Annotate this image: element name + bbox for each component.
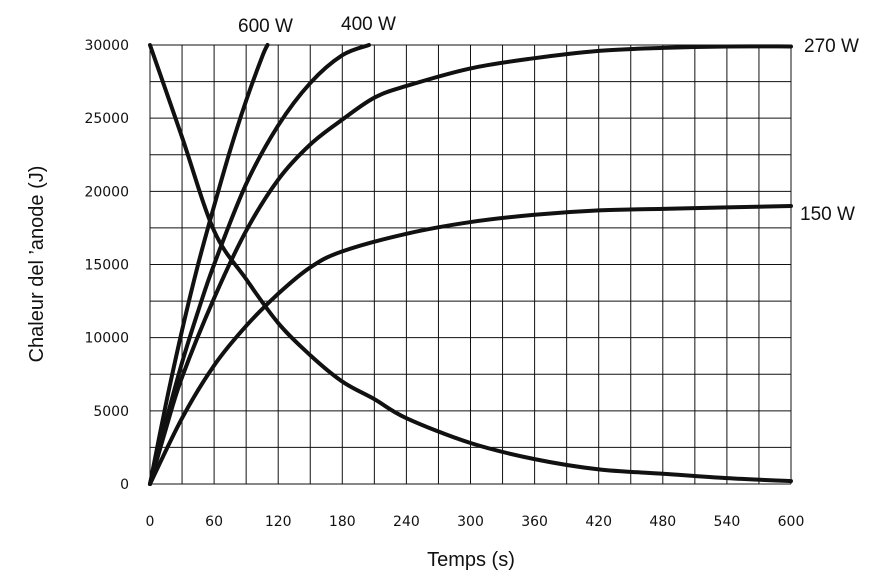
series-line-600-w bbox=[148, 43, 270, 486]
series-label-150-w: 150 W bbox=[800, 204, 855, 225]
grid bbox=[149, 44, 792, 485]
x-tick-label: 240 bbox=[393, 514, 420, 530]
y-tick-label: 30000 bbox=[84, 38, 129, 54]
x-tick-label: 120 bbox=[265, 514, 292, 530]
y-tick-label: 20000 bbox=[84, 184, 129, 200]
y-tick-label: 0 bbox=[120, 477, 129, 493]
series-curves bbox=[148, 43, 793, 486]
y-axis-ticks: 0 5000 10000 15000 20000 25000 30000 bbox=[84, 38, 129, 493]
series-label-270-w: 270 W bbox=[804, 36, 859, 57]
y-axis-label: Chaleur del ’anode (J) bbox=[26, 166, 48, 363]
y-tick-label: 15000 bbox=[84, 258, 129, 274]
x-tick-label: 480 bbox=[649, 514, 676, 530]
series-line-270-w bbox=[148, 44, 793, 486]
x-tick-label: 60 bbox=[205, 514, 223, 530]
series-line-150-w bbox=[148, 203, 793, 486]
x-tick-label: 0 bbox=[146, 514, 155, 530]
x-axis-label: Temps (s) bbox=[427, 549, 515, 571]
x-tick-label: 360 bbox=[521, 514, 548, 530]
series-labels: 600 W 400 W 270 W 150 W bbox=[238, 14, 859, 225]
series-label-400-w: 400 W bbox=[341, 14, 396, 35]
series-label-600-w: 600 W bbox=[238, 16, 293, 37]
x-tick-label: 300 bbox=[457, 514, 484, 530]
series-line-400-w bbox=[148, 43, 372, 486]
x-axis-ticks: 0 60 120 180 240 300 360 420 480 540 600 bbox=[146, 514, 805, 530]
x-tick-label: 540 bbox=[714, 514, 741, 530]
x-tick-label: 600 bbox=[778, 514, 805, 530]
y-tick-label: 10000 bbox=[84, 331, 129, 347]
series-line-cooling bbox=[148, 43, 793, 484]
x-tick-label: 420 bbox=[585, 514, 612, 530]
y-tick-label: 5000 bbox=[93, 404, 129, 420]
x-tick-label: 180 bbox=[329, 514, 356, 530]
y-tick-label: 25000 bbox=[84, 111, 129, 127]
